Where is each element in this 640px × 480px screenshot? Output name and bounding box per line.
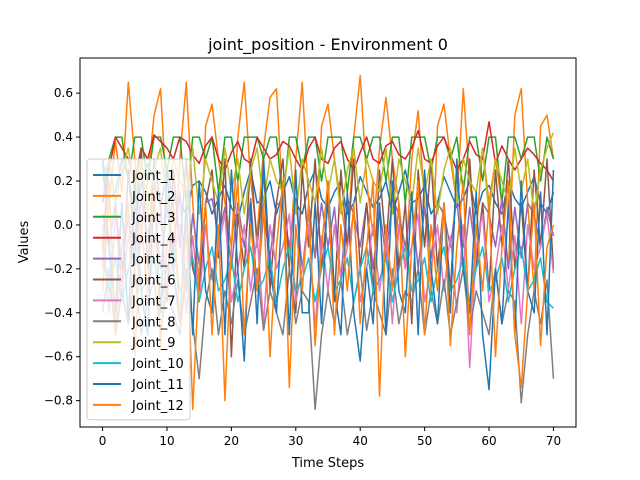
x-axis: 0 10 20 30 40 50 60 70 (99, 427, 561, 448)
x-tick-label: 30 (288, 434, 303, 448)
x-axis-label: Time Steps (291, 456, 365, 471)
legend-label: Joint_9 (131, 336, 176, 351)
legend-box (86, 158, 191, 421)
x-tick-label: 40 (353, 434, 368, 448)
x-tick-label: 20 (224, 434, 239, 448)
legend-label: Joint_10 (131, 357, 184, 372)
axes-frame (79, 57, 577, 428)
legend-label: Joint_3 (131, 211, 176, 226)
x-tick-label: 70 (546, 434, 561, 448)
series-line-joint-4 (101, 120, 555, 204)
y-tick-label: −0.4 (44, 306, 73, 320)
y-tick-label: −0.2 (44, 262, 73, 276)
y-axis-label: Values (17, 221, 32, 264)
legend: Joint_1 Joint_2 Joint_3 Joint_4 Joint_5 Joint… (86, 158, 191, 421)
x-tick-label: 60 (481, 434, 496, 448)
y-tick-label: 0.4 (54, 130, 73, 144)
x-tick-label: 0 (99, 434, 107, 448)
legend-label: Joint_5 (131, 253, 176, 268)
legend-label: Joint_11 (131, 378, 184, 393)
y-tick-label: 0.0 (54, 218, 73, 232)
chart-title: joint_position - Environment 0 (207, 35, 448, 55)
x-tick-label: 10 (159, 434, 174, 448)
legend-label: Joint_7 (131, 294, 176, 309)
y-axis: −0.8 −0.6 −0.4 −0.2 0.0 0.2 0.4 0.6 (44, 86, 80, 408)
legend-label: Joint_1 (131, 169, 176, 184)
y-tick-label: −0.6 (44, 350, 73, 364)
legend-label: Joint_8 (131, 315, 176, 330)
legend-label: Joint_6 (131, 274, 176, 289)
legend-label: Joint_2 (131, 190, 176, 205)
x-tick-label: 50 (417, 434, 432, 448)
legend-label: Joint_12 (131, 399, 184, 414)
y-tick-label: 0.2 (54, 174, 73, 188)
legend-label: Joint_4 (131, 232, 176, 247)
series-line-joint-3 (101, 136, 555, 204)
y-tick-label: 0.6 (54, 86, 73, 100)
y-tick-label: −0.8 (44, 394, 73, 408)
